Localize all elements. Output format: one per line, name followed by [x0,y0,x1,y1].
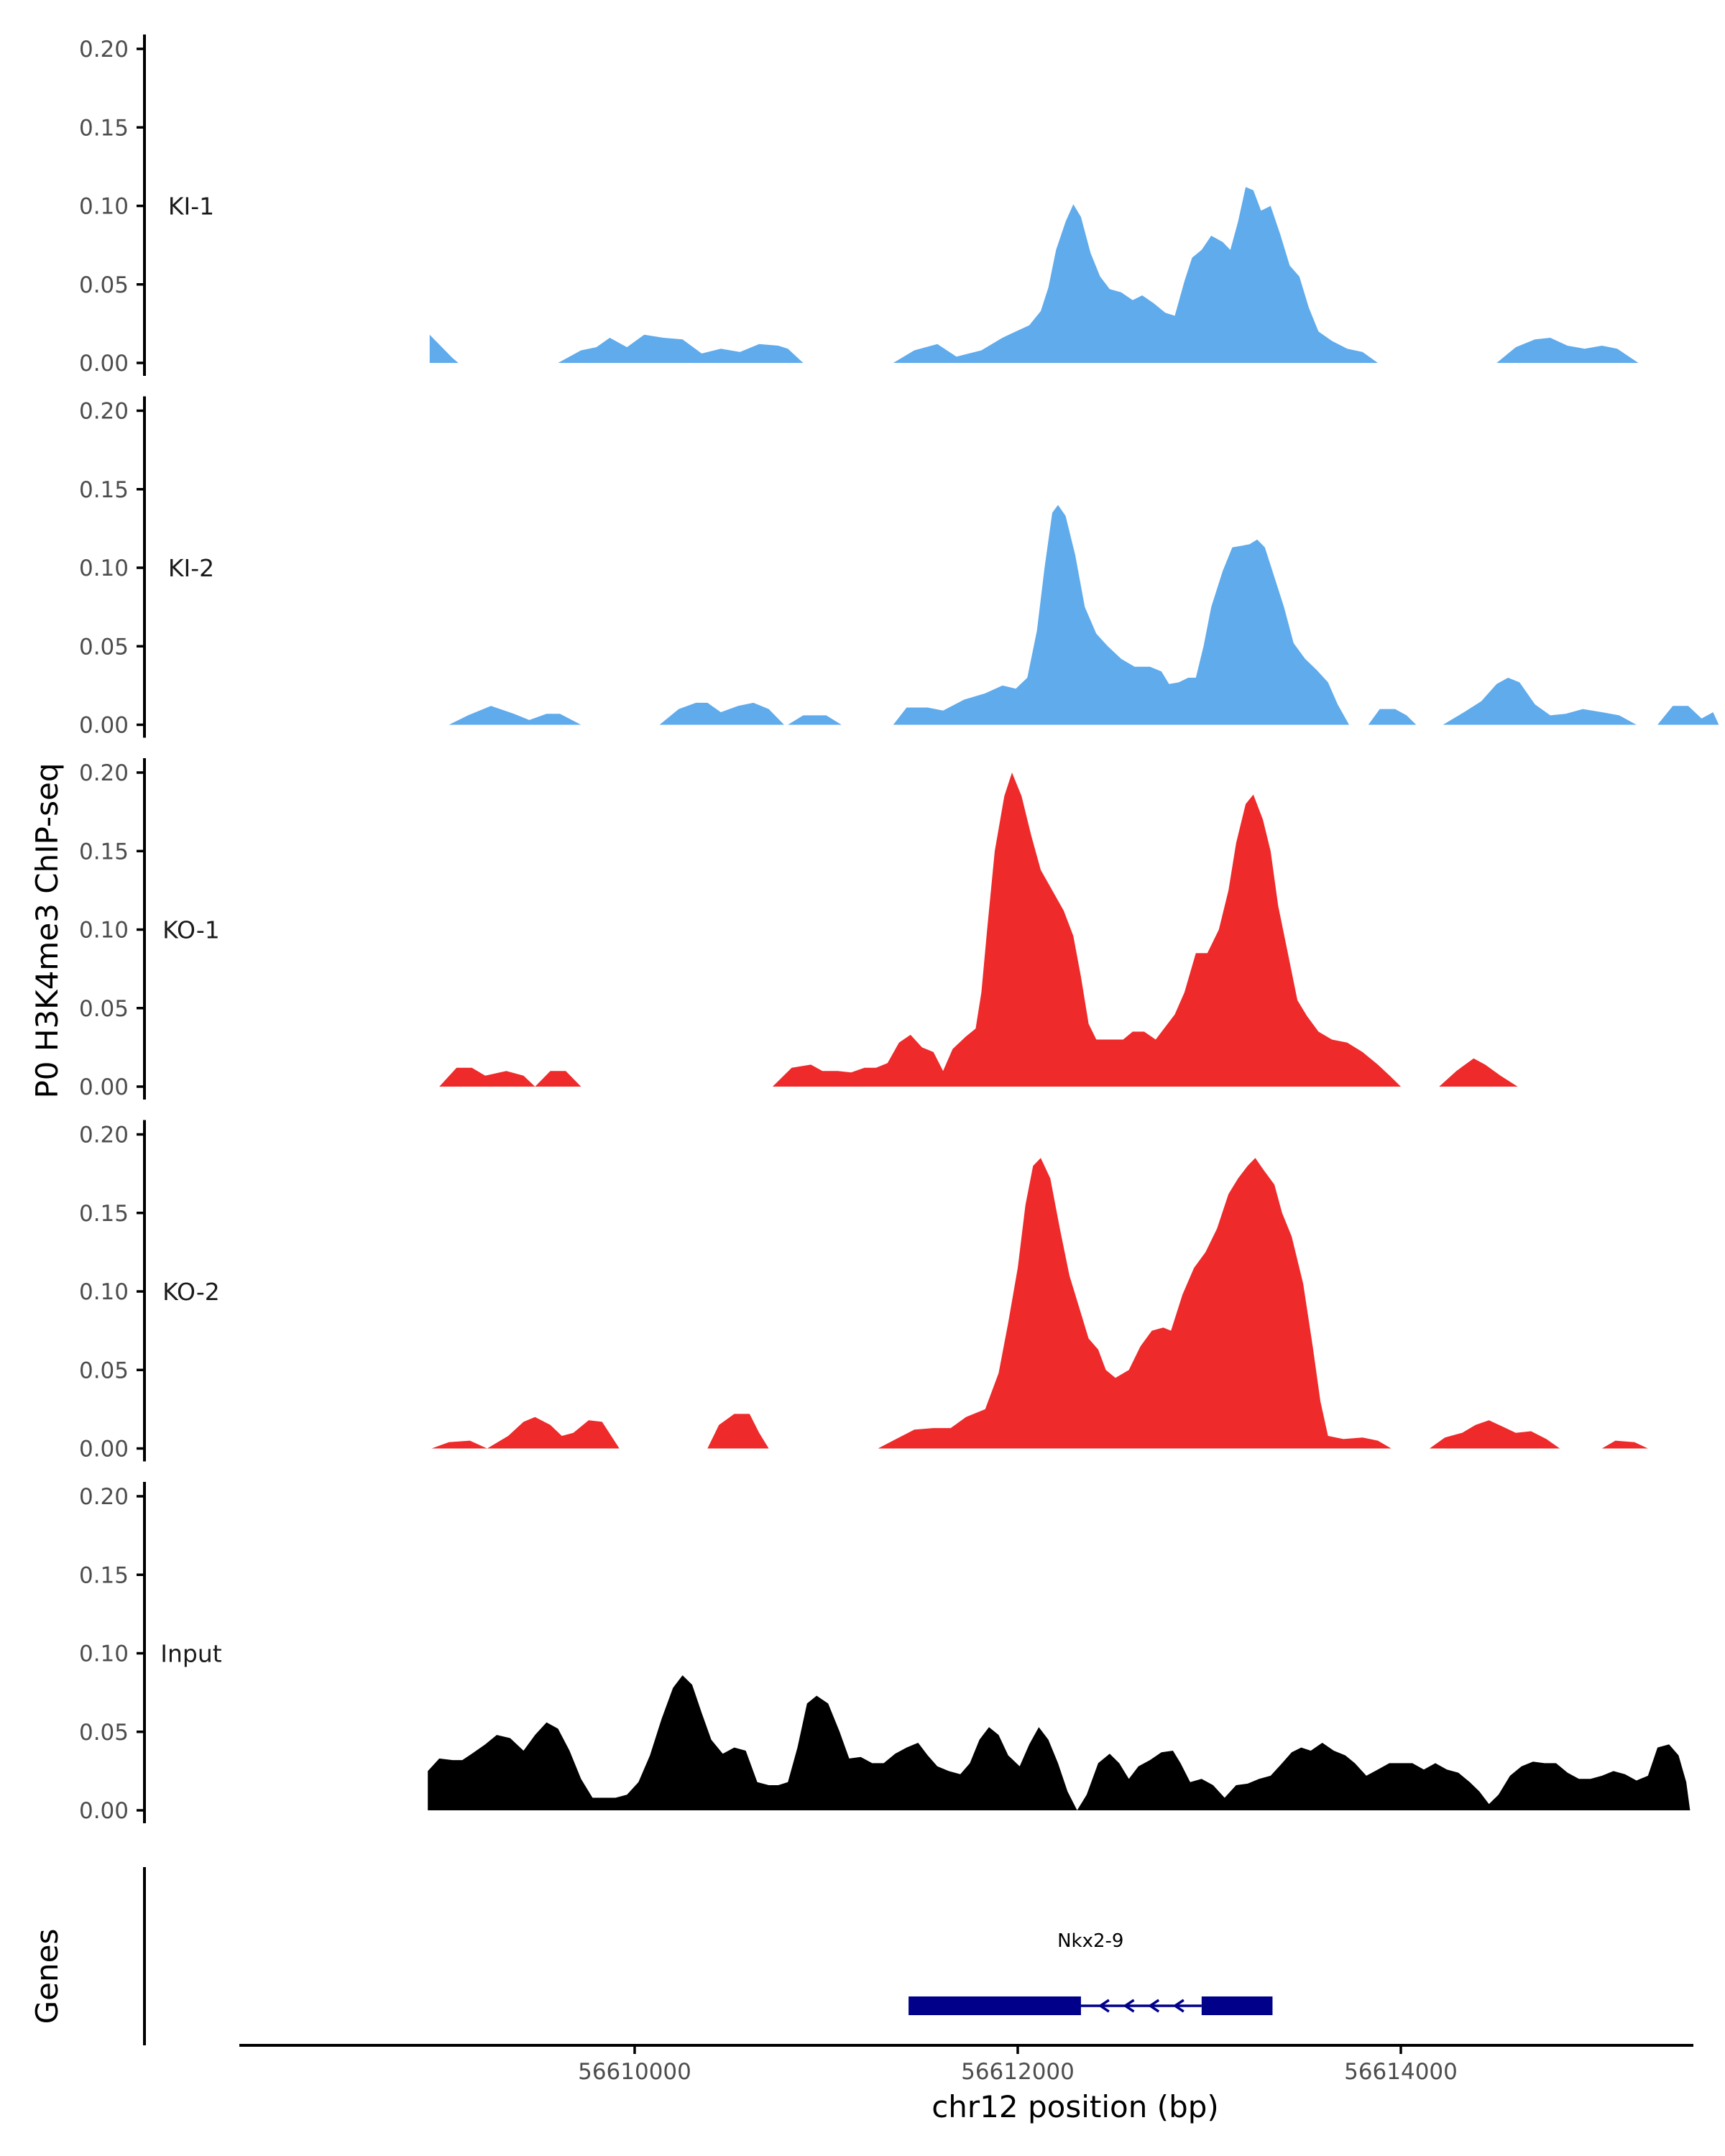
gene-exon [1201,1996,1273,2015]
y-tick-label: 0.20 [79,37,129,63]
track-area-input [428,1675,1690,1810]
track-label: Input [160,1640,222,1668]
y-tick-label: 0.10 [79,1641,129,1667]
y-tick-label: 0.10 [79,918,129,944]
y-tick-label: 0.00 [79,1798,129,1824]
y-tick-label: 0.10 [79,194,129,220]
y-tick-label: 0.05 [79,1720,129,1746]
track-panel-ki-2: 0.00 0.05 0.10 0.15 0.20 KI-2 [79,396,1719,739]
track-area-ki-1 [429,187,1639,363]
y-tick-label: 0.20 [79,760,129,786]
x-tick-label: 56614000 [1344,2059,1458,2085]
track-label: KI-2 [168,554,214,582]
strand-arrow [1172,1999,1184,2013]
strand-arrow [1098,1999,1110,2013]
track-panel-ko-1: 0.00 0.05 0.10 0.15 0.20 KO-1 [79,758,1518,1100]
gene-panel: Nkx2-9 [143,1867,1273,2045]
track-panel-ko-2: 0.00 0.05 0.10 0.15 0.20 KO-2 [79,1120,1648,1462]
track-panel-input: 0.00 0.05 0.10 0.15 0.20 Input [79,1482,1690,1824]
y-tick-label: 0.05 [79,1358,129,1383]
y-tick-label: 0.05 [79,272,129,298]
y-tick-label: 0.15 [79,1201,129,1227]
y-tick-label: 0.15 [79,477,129,503]
y-tick-label: 0.05 [79,996,129,1022]
y-tick-label: 0.20 [79,399,129,425]
track-area-ko-2 [431,1158,1648,1449]
track-panels: 0.00 0.05 0.10 0.15 0.20 KI-1 0.00 0.05 0.10 0.15… [79,34,1719,1824]
track-label: KI-1 [168,193,214,221]
y-tick-label: 0.05 [79,634,129,660]
genes-axis-title: Genes [29,1929,65,2024]
y-tick-label: 0.00 [79,713,129,739]
x-tick-label: 56612000 [961,2059,1075,2085]
x-axis-title: chr12 position (bp) [932,2089,1219,2124]
y-tick-label: 0.00 [79,1074,129,1100]
strand-arrow [1148,1999,1160,2013]
track-area-ki-2 [448,505,1719,725]
track-panel-ki-1: 0.00 0.05 0.10 0.15 0.20 KI-1 [79,34,1639,377]
y-tick-label: 0.10 [79,556,129,581]
strand-arrow [1123,1999,1135,2013]
y-tick-label: 0.00 [79,1437,129,1462]
y-tick-label: 0.20 [79,1484,129,1510]
y-tick-label: 0.15 [79,1562,129,1588]
track-area-ko-1 [439,773,1518,1087]
y-tick-label: 0.15 [79,115,129,141]
gene-exon [908,1996,1081,2015]
track-label: KO-1 [162,916,220,944]
track-label: KO-2 [162,1278,220,1306]
y-tick-label: 0.15 [79,839,129,865]
x-axis: 56610000566120005661400056616000 [239,2044,1693,2085]
y-tick-label: 0.00 [79,351,129,377]
y-axis-title: P0 H3K4me3 ChIP-seq [29,763,65,1098]
x-tick-label: 56610000 [578,2059,691,2085]
y-tick-label: 0.10 [79,1279,129,1305]
y-tick-label: 0.20 [79,1123,129,1148]
gene-name-label: Nkx2-9 [1057,1930,1123,1952]
